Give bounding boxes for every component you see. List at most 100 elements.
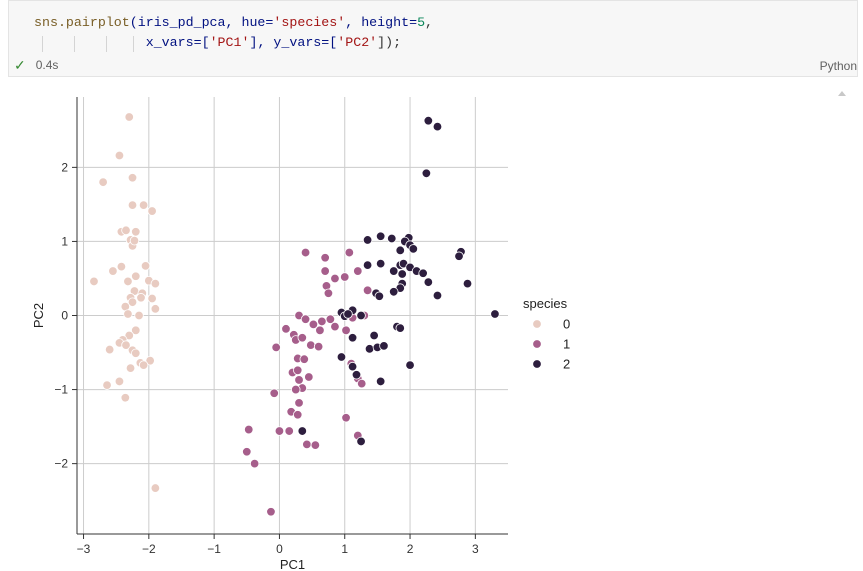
data-point-species-1: [284, 426, 294, 436]
data-point-species-1: [281, 324, 291, 334]
data-point-species-0: [114, 376, 125, 387]
indent-guide: [106, 36, 107, 52]
data-point-species-2: [375, 231, 386, 241]
data-point-species-2: [375, 376, 386, 387]
data-point-species-2: [364, 344, 375, 354]
data-point-species-0: [131, 271, 141, 281]
data-point-species-1: [315, 325, 325, 336]
data-point-species-0: [104, 344, 115, 355]
data-point-species-1: [353, 266, 363, 276]
data-point-species-1: [269, 388, 279, 398]
data-point-species-2: [387, 233, 397, 244]
data-point-species-0: [145, 355, 155, 366]
indent-guide: [74, 36, 75, 52]
legend-label: 2: [563, 357, 570, 372]
data-point-species-0: [108, 266, 118, 276]
data-point-species-0: [150, 304, 161, 314]
data-point-species-0: [116, 261, 127, 272]
data-point-species-0: [150, 278, 161, 289]
data-point-species-1: [300, 247, 311, 258]
data-point-species-2: [362, 260, 373, 270]
data-point-species-0: [114, 150, 125, 161]
data-point-species-1: [362, 285, 373, 296]
indent-guide: [133, 36, 134, 52]
data-point-species-0: [98, 177, 108, 187]
data-point-species-0: [127, 200, 138, 210]
y-tick-label: −1: [54, 383, 68, 397]
x-axis-label: PC1: [280, 557, 305, 571]
data-point-species-0: [124, 112, 134, 122]
y-axis-label: PC2: [31, 303, 46, 328]
data-point-species-1: [323, 288, 334, 298]
data-point-species-2: [397, 269, 407, 279]
data-point-species-0: [136, 293, 146, 303]
data-points: [89, 112, 500, 517]
data-point-species-1: [300, 314, 311, 324]
axes: −3 −2 −1 0 1 2 3 −2 −1 0 1 2 PC1 PC2: [31, 97, 508, 571]
x-tick-label: −2: [142, 542, 156, 556]
data-point-species-2: [356, 310, 366, 321]
code-line-1: sns.pairplot(iris_pd_pca, hue='species',…: [34, 15, 433, 30]
code-token-string: 'PC2': [337, 35, 378, 50]
data-point-species-1: [306, 340, 316, 350]
data-point-species-1: [325, 314, 336, 324]
data-point-species-0: [127, 173, 138, 183]
data-point-species-2: [297, 426, 307, 436]
data-point-species-0: [120, 393, 131, 403]
data-point-species-0: [102, 380, 112, 390]
data-point-species-1: [302, 439, 312, 450]
data-point-species-1: [330, 321, 340, 332]
data-point-species-0: [147, 293, 157, 304]
data-point-species-2: [389, 266, 399, 276]
indent-guide: [42, 36, 43, 52]
scroll-up-icon[interactable]: [838, 91, 846, 96]
data-point-species-1: [320, 253, 330, 263]
code-editor[interactable]: sns.pairplot(iris_pd_pca, hue='species',…: [34, 13, 433, 53]
data-point-species-2: [356, 436, 366, 447]
data-point-species-0: [121, 340, 131, 350]
language-label[interactable]: Python: [819, 59, 857, 73]
data-point-species-1: [320, 266, 330, 276]
data-point-species-0: [138, 360, 149, 370]
data-point-species-0: [129, 235, 140, 246]
legend: species 0 1 2: [523, 296, 570, 372]
data-point-species-0: [127, 297, 138, 307]
data-point-species-0: [150, 483, 161, 493]
code-token-args: , height=: [345, 15, 418, 30]
code-token-args: ], y_vars=[: [249, 35, 338, 50]
data-point-species-2: [362, 235, 373, 245]
data-point-species-0: [131, 348, 141, 358]
data-point-species-2: [379, 341, 389, 351]
data-point-species-0: [131, 325, 141, 336]
data-point-species-0: [123, 276, 133, 287]
legend-marker: [532, 319, 542, 329]
data-point-species-2: [347, 333, 358, 343]
data-point-species-2: [369, 330, 379, 341]
data-point-species-1: [313, 341, 324, 352]
code-cell[interactable]: [8, 0, 858, 77]
data-point-species-1: [341, 413, 351, 423]
data-point-species-0: [123, 309, 133, 319]
data-point-species-1: [271, 342, 281, 353]
x-tick-label: 1: [341, 542, 348, 556]
data-point-species-0: [89, 276, 99, 287]
legend-marker: [532, 339, 542, 349]
x-tick-label: 2: [407, 542, 414, 556]
data-point-species-2: [336, 352, 347, 362]
data-point-species-2: [395, 245, 405, 256]
data-point-species-1: [294, 375, 304, 385]
execution-time: 0.4s: [35, 58, 59, 72]
data-point-species-0: [124, 330, 134, 341]
execution-status: ✓ 0.4s: [14, 56, 58, 74]
data-point-species-0: [121, 225, 131, 236]
x-tick-label: 0: [276, 542, 283, 556]
x-tick-label: −3: [77, 542, 91, 556]
data-point-species-1: [293, 410, 303, 420]
data-point-species-2: [432, 290, 443, 301]
data-point-species-2: [351, 370, 362, 380]
data-point-species-1: [317, 316, 327, 327]
code-token-punct: ,: [425, 15, 434, 30]
data-point-species-1: [340, 272, 350, 282]
data-point-species-1: [274, 426, 285, 436]
